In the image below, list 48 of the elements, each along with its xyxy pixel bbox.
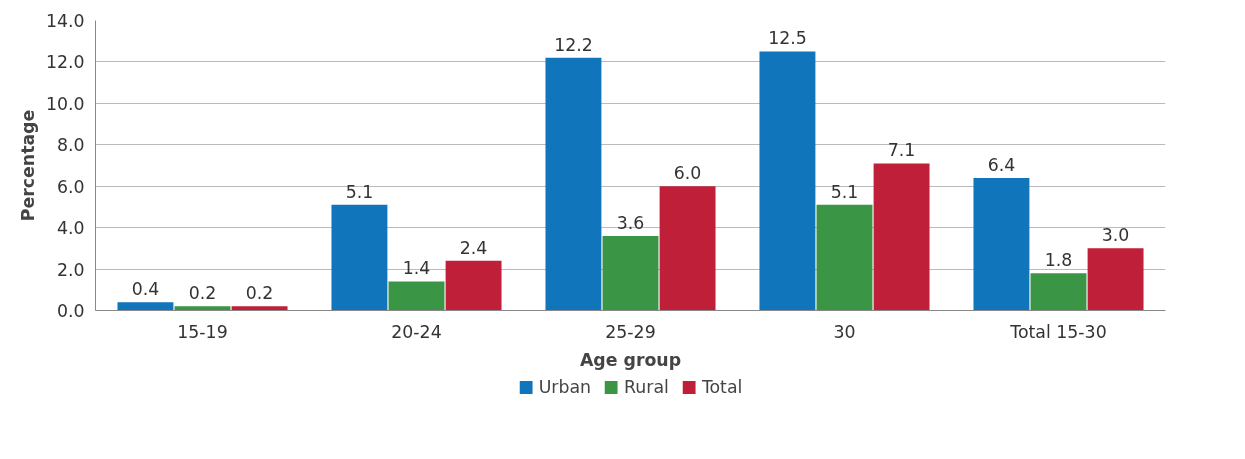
x-tick-label: 30 xyxy=(833,321,856,342)
bar xyxy=(816,204,873,311)
data-label: 0.4 xyxy=(131,278,160,299)
y-tick-label: 0.0 xyxy=(56,301,85,321)
bar xyxy=(117,302,174,311)
bar xyxy=(388,281,445,311)
data-label: 2.4 xyxy=(459,237,488,258)
data-label: 5.1 xyxy=(830,181,859,202)
data-label: 3.0 xyxy=(1101,225,1130,246)
y-axis-title: Percentage xyxy=(17,109,38,222)
bar xyxy=(759,51,816,311)
data-label: 12.5 xyxy=(768,28,807,49)
data-label: 0.2 xyxy=(245,283,274,304)
data-label: 5.1 xyxy=(345,181,374,202)
legend-label: Urban xyxy=(538,377,592,397)
y-tick-label: 14.0 xyxy=(45,11,85,31)
bar xyxy=(602,235,659,311)
data-label: 12.2 xyxy=(554,34,593,55)
y-tick-label: 4.0 xyxy=(56,218,85,239)
data-label: 1.4 xyxy=(402,258,431,279)
y-tick-label: 10.0 xyxy=(45,93,85,114)
bar xyxy=(545,57,602,311)
data-label: 0.2 xyxy=(188,283,217,304)
x-tick-label: 25-29 xyxy=(605,321,656,342)
bar xyxy=(1087,248,1144,311)
y-tick-label: 6.0 xyxy=(56,176,85,197)
bar xyxy=(174,306,231,311)
data-label: 7.1 xyxy=(887,140,916,161)
y-tick-label: 12.0 xyxy=(45,52,85,73)
bar xyxy=(973,177,1030,311)
data-label: 3.6 xyxy=(616,212,645,233)
x-tick-label: 20-24 xyxy=(391,321,442,342)
x-axis-title: Age group xyxy=(579,349,682,370)
bar xyxy=(331,204,388,311)
data-label: 6.4 xyxy=(987,154,1016,175)
bar xyxy=(1030,273,1087,311)
bar xyxy=(445,260,502,311)
bar xyxy=(659,186,716,311)
legend-label: Total xyxy=(701,377,743,397)
x-tick-label: 15-19 xyxy=(177,321,228,342)
y-tick-label: 2.0 xyxy=(56,259,85,280)
data-label: 6.0 xyxy=(673,162,702,183)
y-tick-label: 8.0 xyxy=(56,135,85,156)
data-label: 1.8 xyxy=(1044,249,1073,270)
x-tick-label: Total 15-30 xyxy=(1009,321,1107,342)
bar xyxy=(231,306,288,311)
legend-label: Rural xyxy=(624,377,669,397)
bar xyxy=(873,163,930,311)
